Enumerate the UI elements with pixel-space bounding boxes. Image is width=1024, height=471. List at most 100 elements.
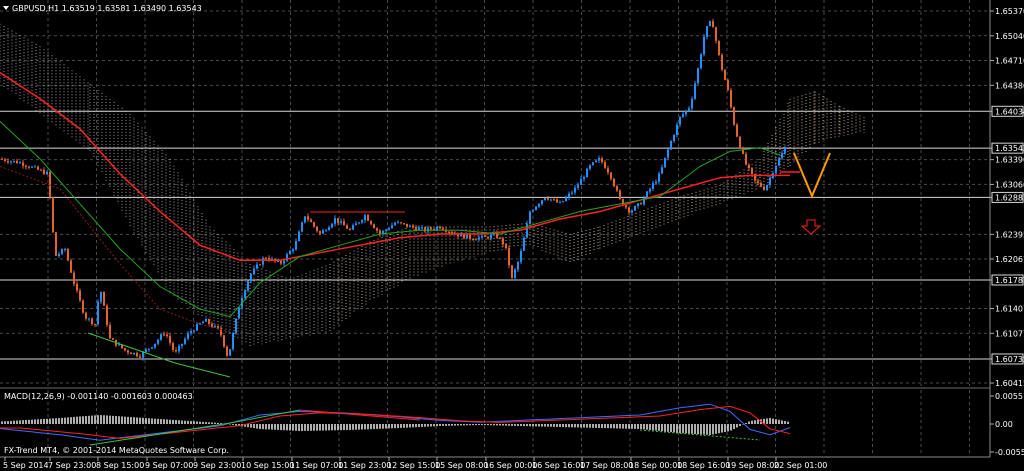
candle-body (562, 201, 564, 203)
candle-body (268, 258, 270, 261)
candle-body (142, 351, 144, 358)
candle-body (571, 192, 573, 194)
candle-body (760, 182, 762, 187)
candle-body (445, 229, 447, 232)
price-tick-label: 1.62395 (995, 230, 1024, 239)
candle-body (82, 300, 84, 313)
time-label: 10 Sep 15:00 (241, 461, 294, 470)
candle-body (511, 265, 513, 278)
candle-body (118, 344, 120, 346)
price-level-box (991, 105, 1024, 117)
time-label: 22 Sep 01:00 (774, 461, 827, 470)
price-tick-label: 1.61407 (995, 305, 1024, 314)
candle-body (22, 162, 24, 166)
price-tick-label: 1.63543 (995, 144, 1024, 153)
candle-body (727, 80, 729, 91)
candle-body (694, 83, 696, 99)
candle-body (595, 160, 597, 163)
candle-body (556, 199, 558, 203)
candle-body (292, 249, 294, 251)
candle-body (232, 333, 234, 350)
candle-body (463, 233, 465, 239)
price-tick-label: 1.63390 (995, 156, 1024, 165)
candle-body (157, 339, 159, 344)
candle-body (538, 203, 540, 207)
candle-body (568, 193, 570, 198)
candle-body (385, 229, 387, 231)
candle-body (502, 238, 504, 245)
candle-body (700, 54, 702, 69)
candle-body (505, 244, 507, 249)
candle-body (196, 324, 198, 331)
price-tick-label: 1.65370 (995, 7, 1024, 16)
candle-body (169, 336, 171, 344)
candle-body (37, 166, 39, 170)
time-label: 19 Sep 08:00 (726, 461, 779, 470)
candle-body (43, 169, 45, 175)
candle-body (160, 334, 162, 340)
candle-body (439, 226, 441, 229)
candle-body (88, 318, 90, 320)
candle-body (640, 203, 642, 205)
candle-body (574, 187, 576, 193)
candle-body (481, 235, 483, 238)
time-label: 11 Sep 07:00 (290, 461, 343, 470)
candle-body (313, 222, 315, 227)
candle-body (730, 90, 732, 108)
candle-body (136, 352, 138, 357)
candle-body (400, 222, 402, 224)
copyright-text: FX-Trend MT4, © 2001-2014 MetaQuotes Sof… (4, 446, 229, 455)
candle-body (616, 186, 618, 191)
candle-body (190, 331, 192, 334)
candle-body (724, 69, 726, 81)
candle-body (325, 230, 327, 232)
candle-body (13, 160, 15, 162)
candle-body (406, 223, 408, 227)
time-label: 9 Sep 07:00 (145, 461, 193, 470)
macd-axis-ticks: 0.005517 0.00 -0.005556 (990, 392, 1024, 457)
price-level-box (991, 274, 1024, 286)
candle-body (580, 178, 582, 185)
candle-body (25, 165, 27, 167)
candle-body (625, 205, 627, 208)
candle-body (301, 222, 303, 232)
candle-body (634, 206, 636, 211)
candle-body (316, 226, 318, 232)
time-label: 5 Sep 2014 (3, 461, 49, 470)
candle-body (382, 230, 384, 235)
time-label: 18 Sep 16:00 (677, 461, 730, 470)
candle-body (133, 352, 135, 355)
candle-body (376, 228, 378, 231)
candle-body (778, 158, 780, 166)
candle-body (589, 165, 591, 169)
candle-body (250, 274, 252, 282)
candle-body (304, 216, 306, 223)
candle-body (679, 116, 681, 125)
candle-body (754, 173, 756, 181)
candle-body (487, 236, 489, 239)
candle-body (643, 197, 645, 205)
candle-body (199, 323, 201, 325)
candle-body (430, 227, 432, 230)
candle-body (655, 181, 657, 184)
candle-body (10, 161, 12, 163)
candle-body (550, 199, 552, 201)
candle-body (661, 167, 663, 174)
candle-body (346, 225, 348, 229)
candle-body (622, 199, 624, 206)
candle-body (235, 318, 237, 334)
candle-body (64, 249, 66, 251)
candle-body (421, 227, 423, 229)
macd-divergence-lines (89, 409, 761, 446)
chevron-down-icon[interactable] (3, 6, 9, 10)
moving-average-dotted (0, 165, 231, 333)
candle-body (367, 215, 369, 221)
price-axis-ticks: 1.65370 1.65040 1.64710 1.64380 1.64034 1.635… (990, 7, 1024, 388)
candle-body (649, 188, 651, 192)
candle-body (706, 26, 708, 37)
candle-body (496, 232, 498, 238)
candle-body (658, 173, 660, 182)
price-tick-label: 1.61787 (995, 276, 1024, 285)
